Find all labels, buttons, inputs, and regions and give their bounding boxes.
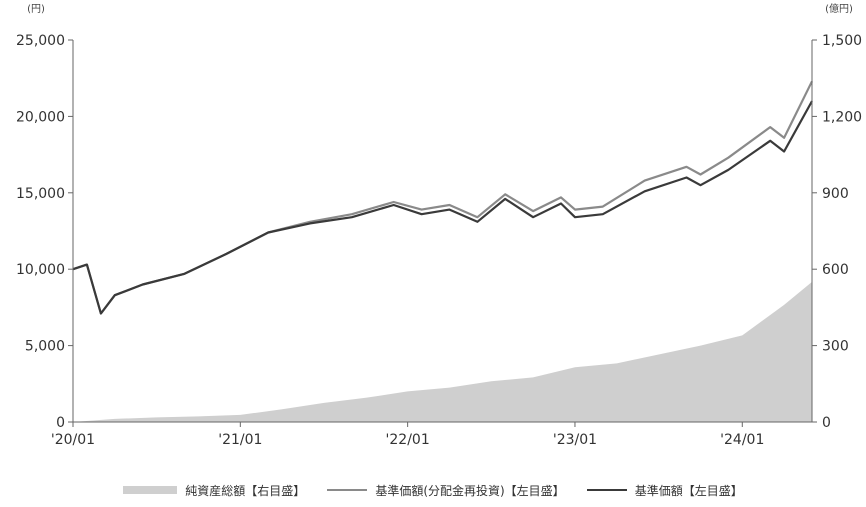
legend-swatch-nav [586,489,627,491]
x-tick-label: '22/01 [386,432,430,448]
left-tick-label: 15,000 [16,186,65,202]
legend-swatch-net-assets [123,486,178,494]
left-tick-label: 25,000 [16,33,65,49]
axes [68,39,817,427]
series-nav-line [72,100,813,315]
plot-area [72,80,813,422]
x-tick-label: '21/01 [218,432,262,448]
legend-label-net-assets: 純資産総額【右目盛】 [185,483,306,498]
right-axis-unit: (億円) [825,2,853,15]
x-tick-label: '24/01 [720,432,764,448]
right-tick-label: 600 [822,262,849,278]
left-tick-label: 10,000 [16,262,65,278]
right-tick-label: 300 [822,339,849,355]
x-tick-label: '23/01 [553,432,597,448]
series-reinvest-nav-line [72,80,813,315]
left-tick-label: 0 [56,415,65,431]
series-net-assets-area [73,281,812,422]
x-tick-label: '20/01 [51,432,95,448]
legend-item-reinvest-nav: 基準価額(分配金再投資)【左目盛】 [327,482,565,499]
right-tick-label: 1,500 [822,33,862,49]
legend: 純資産総額【右目盛】 基準価額(分配金再投資)【左目盛】 基準価額【左目盛】 [0,478,866,502]
left-tick-label: 20,000 [16,109,65,125]
legend-label-nav: 基準価額【左目盛】 [634,483,743,498]
left-axis-unit: (円) [27,4,45,15]
right-tick-label: 1,200 [822,109,862,125]
legend-swatch-reinvest-nav [327,489,368,491]
right-tick-label: 900 [822,186,849,202]
left-tick-label: 5,000 [25,339,65,355]
legend-label-reinvest-nav: 基準価額(分配金再投資)【左目盛】 [375,483,565,498]
legend-item-nav: 基準価額【左目盛】 [586,482,743,499]
tick-labels: 0 5,000 10,000 15,000 20,000 25,000 0 300 600 900… [16,33,862,448]
legend-item-net-assets: 純資産総額【右目盛】 [123,482,305,499]
right-tick-label: 0 [822,415,831,431]
